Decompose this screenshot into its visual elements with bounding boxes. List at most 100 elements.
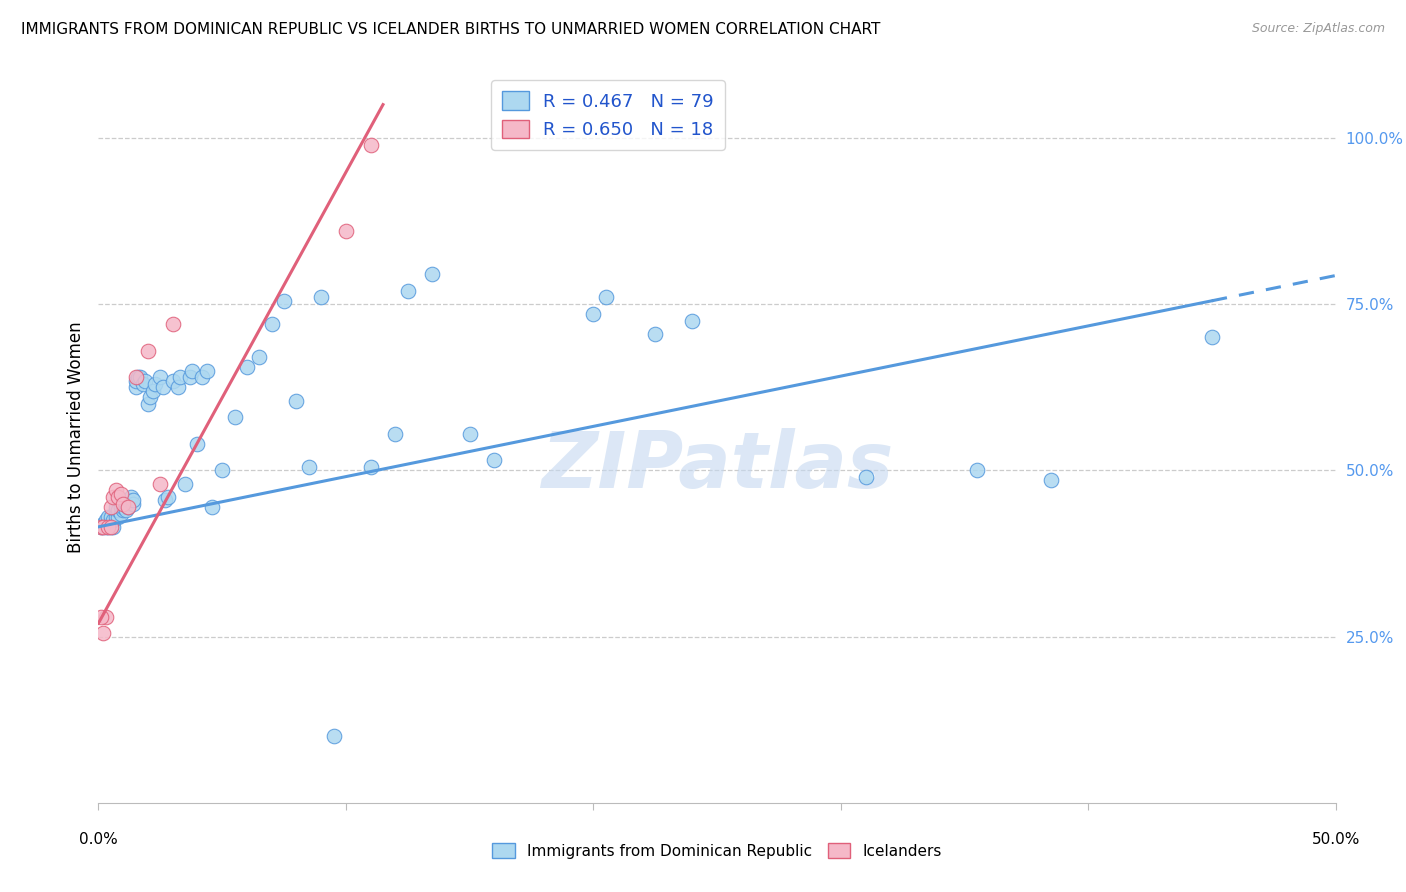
Point: [90, 520, 112, 534]
Point: [117, 500, 139, 514]
Point: [181, 363, 204, 377]
Point: [103, 520, 125, 534]
Point: [166, 380, 188, 394]
Point: [224, 410, 246, 425]
Point: [107, 509, 129, 524]
Point: [149, 476, 172, 491]
Point: [114, 503, 136, 517]
Point: [120, 490, 142, 504]
Y-axis label: Births to Unmarried Women: Births to Unmarried Women: [66, 321, 84, 553]
Point: [104, 500, 127, 514]
Point: [681, 314, 703, 328]
Point: [644, 326, 666, 341]
Point: [97, 520, 120, 534]
Text: 0.0%: 0.0%: [79, 832, 118, 847]
Point: [1040, 473, 1063, 487]
Point: [162, 317, 184, 331]
Point: [595, 290, 617, 304]
Point: [124, 380, 146, 394]
Point: [335, 224, 357, 238]
Point: [107, 490, 129, 504]
Point: [247, 351, 270, 365]
Point: [110, 500, 132, 514]
Point: [136, 343, 159, 358]
Point: [93, 626, 115, 640]
Point: [236, 360, 259, 375]
Point: [179, 370, 201, 384]
Point: [94, 520, 117, 534]
Point: [112, 493, 135, 508]
Point: [285, 393, 308, 408]
Point: [169, 370, 191, 384]
Point: [122, 493, 145, 508]
Point: [93, 520, 115, 534]
Point: [322, 729, 344, 743]
Point: [484, 453, 506, 467]
Point: [422, 267, 444, 281]
Point: [134, 374, 156, 388]
Point: [94, 516, 117, 531]
Point: [97, 520, 120, 534]
Point: [107, 503, 129, 517]
Point: [124, 374, 146, 388]
Point: [100, 516, 122, 531]
Point: [149, 370, 172, 384]
Point: [110, 507, 132, 521]
Point: [458, 426, 481, 441]
Point: [90, 609, 112, 624]
Point: [360, 137, 382, 152]
Point: [384, 426, 406, 441]
Point: [136, 397, 159, 411]
Text: 50.0%: 50.0%: [1312, 832, 1360, 847]
Text: IMMIGRANTS FROM DOMINICAN REPUBLIC VS ICELANDER BIRTHS TO UNMARRIED WOMEN CORREL: IMMIGRANTS FROM DOMINICAN REPUBLIC VS IC…: [21, 22, 880, 37]
Point: [1201, 330, 1223, 344]
Point: [396, 284, 419, 298]
Point: [298, 460, 321, 475]
Point: [93, 516, 115, 531]
Point: [122, 497, 145, 511]
Point: [855, 470, 877, 484]
Point: [97, 509, 120, 524]
Point: [117, 493, 139, 508]
Point: [97, 516, 120, 531]
Point: [155, 493, 177, 508]
Point: [966, 463, 988, 477]
Point: [201, 500, 224, 514]
Point: [93, 520, 115, 534]
Point: [191, 370, 214, 384]
Legend: R = 0.467   N = 79, R = 0.650   N = 18: R = 0.467 N = 79, R = 0.650 N = 18: [491, 80, 725, 150]
Point: [100, 500, 122, 514]
Point: [104, 483, 127, 498]
Point: [174, 476, 197, 491]
Point: [110, 486, 132, 500]
Point: [114, 497, 136, 511]
Point: [100, 509, 122, 524]
Point: [103, 490, 125, 504]
Point: [112, 500, 135, 514]
Point: [127, 370, 149, 384]
Point: [90, 520, 112, 534]
Point: [156, 490, 179, 504]
Point: [100, 520, 122, 534]
Point: [100, 520, 122, 534]
Point: [582, 307, 605, 321]
Point: [360, 460, 382, 475]
Point: [112, 503, 135, 517]
Text: ZIPatlas: ZIPatlas: [541, 428, 893, 504]
Point: [104, 503, 127, 517]
Point: [94, 609, 117, 624]
Point: [112, 497, 135, 511]
Point: [142, 384, 165, 398]
Point: [309, 290, 332, 304]
Point: [195, 363, 218, 377]
Point: [103, 513, 125, 527]
Point: [273, 293, 295, 308]
Point: [139, 390, 162, 404]
Point: [152, 380, 174, 394]
Point: [143, 376, 166, 391]
Point: [162, 374, 184, 388]
Point: [104, 509, 127, 524]
Text: Source: ZipAtlas.com: Source: ZipAtlas.com: [1251, 22, 1385, 36]
Point: [186, 436, 208, 450]
Point: [132, 376, 155, 391]
